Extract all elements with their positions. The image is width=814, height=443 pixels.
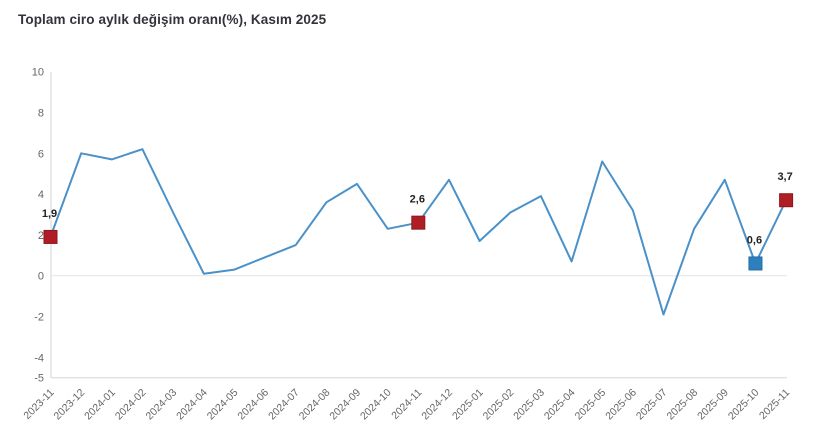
data-point-marker [779,193,794,208]
data-point-label: 0,6 [747,234,762,246]
data-point-marker [748,256,763,271]
data-point-marker [43,229,58,244]
x-axis-tick-label: 2025-10 [726,387,762,423]
x-axis-tick-label: 2024-04 [174,387,210,423]
x-axis-tick-label: 2024-02 [113,387,149,423]
y-axis-tick-label: 4 [38,189,44,201]
x-axis-tick-label: 2025-02 [481,387,517,423]
x-axis-tick-label: 2025-05 [573,387,609,423]
series-line [49,148,788,316]
x-axis-tick-label: 2025-07 [634,387,670,423]
x-axis-tick-label: 2025-04 [542,387,578,423]
x-axis-tick-label: 2024-11 [389,387,424,422]
x-axis-tick-label: 2025-08 [665,387,701,423]
data-point-label: 3,7 [777,171,792,183]
x-axis-tick-label: 2024-10 [358,387,394,423]
x-axis-tick-label: 2025-06 [603,387,639,423]
x-axis-tick-label: 2025-11 [757,387,792,422]
x-axis-tick-label: 2024-07 [266,387,302,423]
x-axis-tick-label: 2025-01 [450,387,486,423]
x-axis-tick-label: 2024-03 [143,387,179,423]
y-axis-tick-label: 6 [38,148,44,160]
x-axis-tick-label: 2024-12 [419,387,455,423]
y-axis-tick-label: -4 [34,352,44,364]
y-axis-tick-label: -5 [34,373,44,385]
x-axis-tick-label: 2024-06 [235,387,271,423]
x-axis-tick-label: 2025-09 [695,387,731,423]
x-axis-tick-label: 2023-11 [21,387,56,422]
x-axis-tick-label: 2023-12 [52,387,88,423]
x-axis-tick-label: 2024-05 [205,387,241,423]
x-axis-tick-label: 2024-09 [327,387,363,423]
data-point-label: 1,9 [42,208,57,220]
chart-title: Toplam ciro aylık değişim oranı(%), Kası… [18,12,327,27]
data-point-marker [411,215,426,230]
x-axis-tick-label: 2024-08 [297,387,333,423]
x-axis-tick-label: 2025-03 [511,387,547,423]
y-axis-tick-label: 10 [32,67,44,79]
y-axis-tick-label: 0 [38,271,44,283]
y-axis-tick-label: 8 [38,108,44,120]
data-point-label: 2,6 [410,194,425,206]
x-axis-tick-label: 2024-01 [82,387,118,423]
y-axis-tick-label: -2 [34,312,44,324]
y-axis-tick-label: 2 [38,230,44,242]
